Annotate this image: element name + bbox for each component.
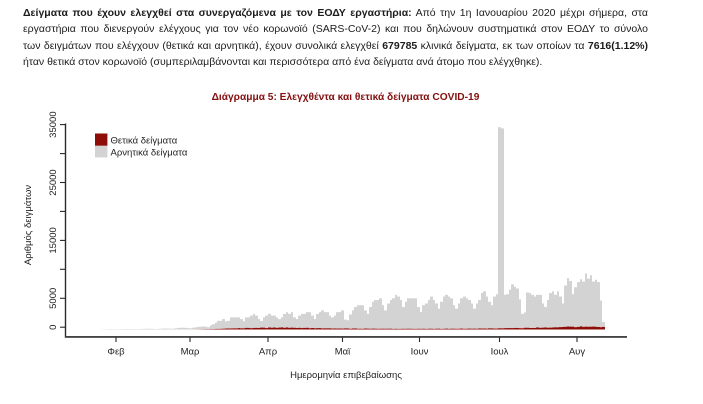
svg-text:Φεβ: Φεβ [107, 347, 125, 358]
svg-text:Μαϊ: Μαϊ [335, 347, 351, 358]
svg-text:35000: 35000 [48, 111, 59, 137]
svg-text:25000: 25000 [48, 169, 59, 195]
svg-text:Μαρ: Μαρ [181, 347, 200, 358]
svg-text:Θετικά δείγματα: Θετικά δείγματα [111, 135, 178, 146]
svg-text:0: 0 [48, 325, 59, 330]
svg-text:5000: 5000 [48, 288, 59, 309]
svg-text:Ιουν: Ιουν [411, 347, 429, 358]
svg-text:Απρ: Απρ [259, 347, 278, 358]
svg-text:Ημερομηνία επιβεβαίωσης: Ημερομηνία επιβεβαίωσης [290, 370, 402, 381]
svg-text:15000: 15000 [48, 227, 59, 253]
svg-text:Αυγ: Αυγ [569, 347, 586, 358]
svg-text:Αρνητικά δείγματα: Αρνητικά δείγματα [111, 148, 188, 159]
svg-text:Ιουλ: Ιουλ [491, 347, 509, 358]
svg-text:Αριθμός δειγμάτων: Αριθμός δειγμάτων [23, 185, 34, 265]
